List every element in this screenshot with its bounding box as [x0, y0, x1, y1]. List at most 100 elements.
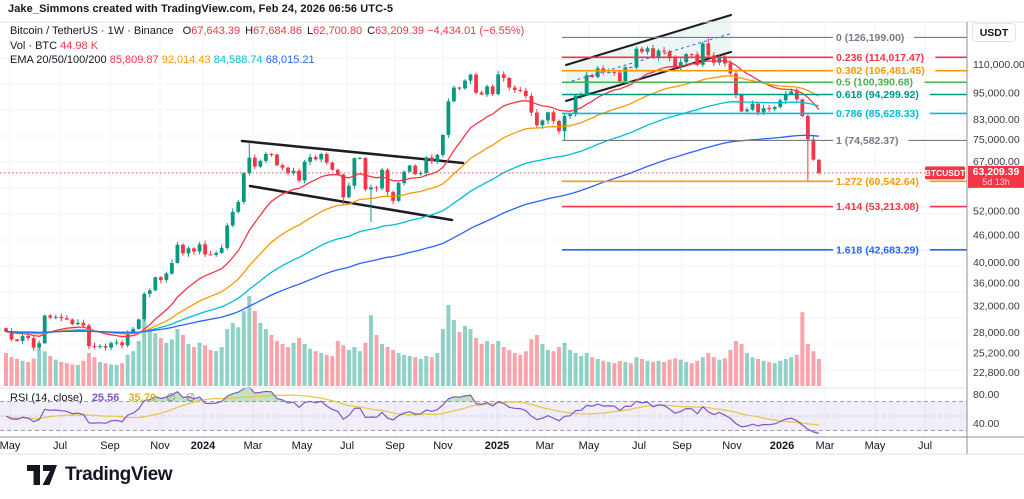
svg-text:40,000.00: 40,000.00 [973, 257, 1020, 269]
close-value: 63,209.39 [375, 25, 424, 37]
volume-bars [4, 296, 821, 386]
high-label: H [245, 25, 254, 37]
svg-text:83,000.00: 83,000.00 [973, 114, 1020, 126]
volume-value: 44.98 K [60, 39, 99, 52]
svg-text:Nov: Nov [150, 440, 170, 452]
svg-text:63,209.39: 63,209.39 [973, 166, 1020, 178]
svg-text:1.414 (53,213.08): 1.414 (53,213.08) [836, 201, 919, 213]
svg-text:0.618 (94,299.92): 0.618 (94,299.92) [836, 89, 919, 101]
candlestick-series[interactable] [4, 37, 821, 351]
svg-text:5d 13h: 5d 13h [982, 177, 1010, 187]
svg-text:25,200.00: 25,200.00 [973, 348, 1020, 360]
ema20-value: 85,809.87 [109, 54, 159, 66]
chart-canvas[interactable]: 0 (126,199.00) 0.236 (114,017.47)0.382 (1… [0, 0, 1024, 455]
symbol-price-badge: BTCUSDT [925, 166, 966, 180]
attribution-text: Jake_Simmons created with TradingView.co… [8, 3, 394, 15]
svg-text:67,000.00: 67,000.00 [973, 156, 1020, 168]
svg-text:Sep: Sep [100, 440, 120, 452]
currency-unit-button[interactable]: USDT [972, 23, 1016, 42]
svg-text:Mar: Mar [536, 440, 555, 452]
rsi-label: RSI (14, close) [10, 392, 83, 404]
tradingview-logo[interactable]: TradingView [27, 464, 173, 486]
tradingview-logo-icon [27, 465, 57, 485]
svg-text:75,000.00: 75,000.00 [973, 134, 1020, 146]
svg-text:0.786 (85,628.33): 0.786 (85,628.33) [836, 108, 919, 120]
svg-text:Nov: Nov [433, 440, 453, 452]
svg-text:52,000.00: 52,000.00 [973, 206, 1020, 218]
ema-50-line [5, 75, 820, 335]
ema200-value: 68,015.21 [265, 54, 315, 66]
ema100-value: 84,588.74 [213, 54, 263, 66]
tradingview-logo-text: TradingView [65, 464, 173, 485]
svg-text:2025: 2025 [485, 440, 509, 452]
svg-text:Jul: Jul [918, 440, 932, 452]
svg-text:110,000.00: 110,000.00 [973, 59, 1024, 71]
ema-20-line [5, 60, 820, 338]
rsi-legend[interactable]: RSI (14, close) 25.56 35.70 ∅ ∅ [10, 391, 195, 404]
svg-text:Nov: Nov [722, 440, 742, 452]
ema-200-line [5, 134, 819, 334]
svg-text:32,000.00: 32,000.00 [973, 301, 1020, 313]
svg-text:1.618 (42,683.29): 1.618 (42,683.29) [836, 244, 919, 256]
rsi-line [5, 386, 820, 434]
svg-text:0 (126,199.00): 0 (126,199.00) [836, 32, 904, 44]
svg-text:Mar: Mar [816, 440, 835, 452]
rsi-ma-value: 35.70 [128, 392, 156, 404]
svg-text:Sep: Sep [672, 440, 692, 452]
rsi-value: 25.56 [91, 392, 120, 404]
change-value: −4,434.01 (−6.55%) [427, 25, 525, 37]
svg-text:May: May [579, 440, 600, 452]
rsi-empty-icon-2: ∅ [185, 392, 196, 404]
footer: TradingView [0, 455, 1024, 499]
symbol-legend-row[interactable]: Bitcoin / TetherUS · 1W · Binance O67,643… [10, 25, 524, 39]
svg-text:BTCUSDT: BTCUSDT [925, 168, 966, 178]
open-label: O [182, 25, 192, 37]
svg-text:Mar: Mar [244, 440, 263, 452]
rsi-ma-line [5, 394, 819, 426]
open-value: 67,643.39 [191, 25, 241, 37]
svg-text:22,800.00: 22,800.00 [973, 367, 1020, 379]
svg-text:Jul: Jul [340, 440, 354, 452]
svg-text:2026: 2026 [770, 440, 794, 452]
svg-text:Jul: Jul [632, 440, 646, 452]
chart-legend: Bitcoin / TetherUS · 1W · Binance O67,643… [10, 25, 524, 69]
svg-text:1 (74,582.37): 1 (74,582.37) [836, 135, 898, 147]
volume-label: Vol · BTC [10, 39, 58, 52]
svg-text:0.382 (106,481.45): 0.382 (106,481.45) [836, 65, 925, 77]
svg-text:0.236 (114,017.47): 0.236 (114,017.47) [836, 52, 924, 64]
rsi-overbought-fill [143, 387, 638, 402]
ema-legend-row[interactable]: EMA 20/50/100/200 85,809.87 92,014.43 84… [10, 54, 524, 68]
svg-text:80.00: 80.00 [973, 389, 999, 401]
ema-lines [5, 60, 820, 338]
svg-text:1.272 (60,542.64): 1.272 (60,542.64) [836, 176, 919, 188]
rsi-empty-icon-1: ∅ [166, 392, 176, 404]
svg-text:2024: 2024 [191, 440, 216, 452]
svg-text:46,000.00: 46,000.00 [973, 230, 1020, 242]
ema50-value: 92,014.43 [161, 54, 211, 66]
svg-text:95,000.00: 95,000.00 [973, 88, 1020, 100]
svg-text:36,000.00: 36,000.00 [973, 278, 1020, 290]
volume-legend-row[interactable]: Vol · BTC 44.98 K [10, 40, 524, 54]
ema-label: EMA 20/50/100/200 [10, 54, 107, 66]
pane-borders [0, 21, 1024, 455]
svg-text:40.00: 40.00 [973, 418, 999, 430]
time-axis[interactable]: May Jul Sep Nov 2024 Mar May Jul Sep Nov 2025 Mar Ma… [0, 440, 932, 452]
rsi-pane[interactable] [0, 380, 967, 450]
grid-lines [0, 22, 967, 437]
svg-text:28,000.00: 28,000.00 [973, 327, 1020, 339]
svg-text:May: May [292, 440, 313, 452]
fib-retracement-drawing[interactable]: 0 (126,199.00) 0.236 (114,017.47)0.382 (1… [562, 30, 967, 257]
svg-text:Jul: Jul [53, 440, 67, 452]
svg-text:May: May [865, 440, 886, 452]
price-axis[interactable]: 110,000.00 95,000.00 83,000.00 75,000.00 67,… [973, 59, 1024, 430]
high-value: 67,684.86 [253, 25, 303, 37]
symbol-title: Bitcoin / TetherUS · 1W · Binance [10, 25, 174, 37]
svg-text:0.5 (100,390.68): 0.5 (100,390.68) [836, 77, 913, 89]
low-label: L [307, 25, 314, 37]
svg-text:Sep: Sep [385, 440, 405, 452]
svg-text:May: May [0, 440, 21, 452]
low-value: 62,700.80 [313, 25, 363, 37]
close-label: C [367, 25, 376, 37]
